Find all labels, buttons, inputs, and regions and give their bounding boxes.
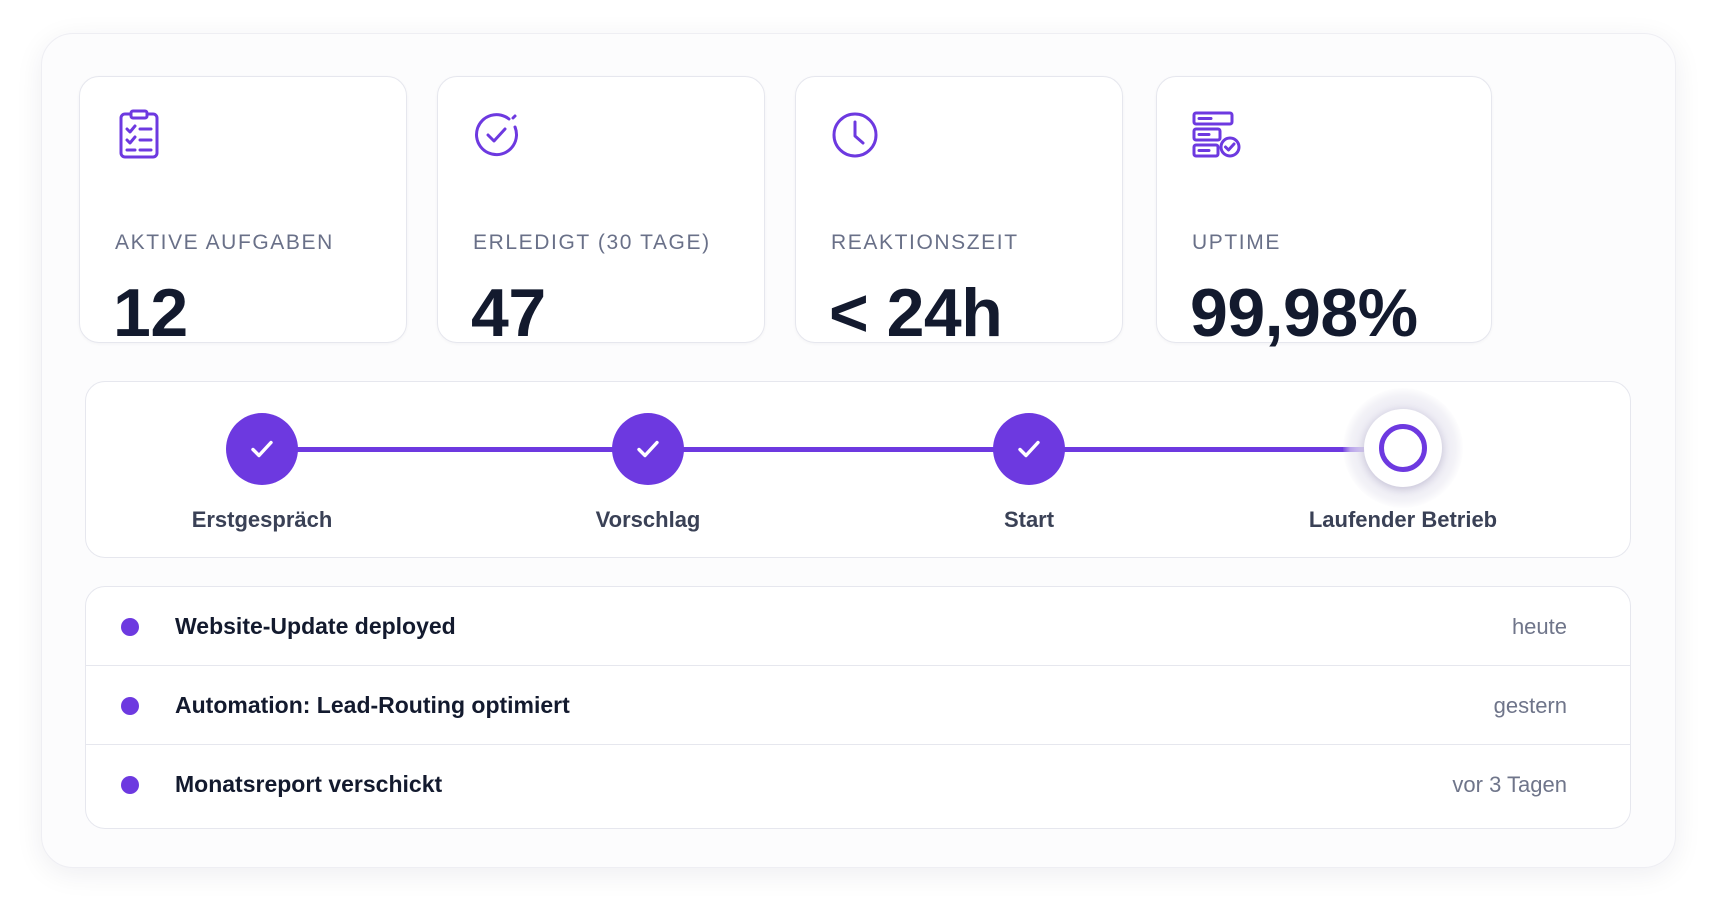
stat-card-uptime: UPTIME 99,98% [1156,76,1492,351]
checkmark-icon [1018,440,1040,458]
stat-card-active-tasks: AKTIVE AUFGABEN 12 [79,76,407,351]
progress-stepper: Erstgespräch Vorschlag Start Laufender B… [85,381,1631,558]
clipboard-checklist-icon [113,109,165,161]
status-dot-icon [121,697,139,715]
step-label: Erstgespräch [191,507,333,532]
stat-label: ERLEDIGT (30 TAGE) [473,231,711,254]
stepper-connector [262,447,1366,452]
activity-timestamp: gestern [1493,693,1567,718]
checkmark-icon [637,440,659,458]
activity-title: Website-Update deployed [175,613,456,639]
checkmark-icon [251,440,273,458]
server-check-icon [1190,109,1242,161]
stat-card-completed: ERLEDIGT (30 TAGE) 47 [437,76,765,351]
status-dot-icon [121,776,139,794]
clock-icon [829,109,881,161]
stat-label: UPTIME [1192,231,1281,254]
status-dot-icon [121,618,139,636]
stat-value: 99,98% [1190,275,1418,351]
step-completed-start[interactable] [993,413,1065,485]
step-label: Vorschlag [595,507,701,532]
step-current-laufender-betrieb[interactable] [1364,409,1442,487]
stat-label: REAKTIONSZEIT [831,231,1019,254]
dashboard-panel: AKTIVE AUFGABEN 12 ERLEDIGT (30 TAGE) 47… [41,33,1676,868]
current-step-ring-icon [1379,424,1427,472]
step-label: Start [1003,507,1055,532]
activity-title: Monatsreport verschickt [175,771,443,797]
activity-timestamp: heute [1511,614,1567,639]
activity-title: Automation: Lead-Routing optimiert [175,692,570,718]
step-completed-erstgespraech[interactable] [226,413,298,485]
stat-card-response-time: REAKTIONSZEIT < 24h [795,76,1123,351]
activity-timestamp: vor 3 Tagen [1452,772,1567,797]
step-completed-vorschlag[interactable] [612,413,684,485]
list-item[interactable]: Website-Update deployed heute [86,587,1630,666]
step-label: Laufender Betrieb [1308,507,1498,532]
list-item[interactable]: Monatsreport verschickt vor 3 Tagen [86,745,1630,823]
activity-list: Website-Update deployed heute Automation… [85,586,1631,829]
stat-value: < 24h [829,275,1003,351]
check-circle-icon [471,109,523,161]
list-item[interactable]: Automation: Lead-Routing optimiert geste… [86,666,1630,745]
stat-label: AKTIVE AUFGABEN [115,231,334,254]
stat-value: 47 [471,275,546,351]
stat-value: 12 [113,275,188,351]
